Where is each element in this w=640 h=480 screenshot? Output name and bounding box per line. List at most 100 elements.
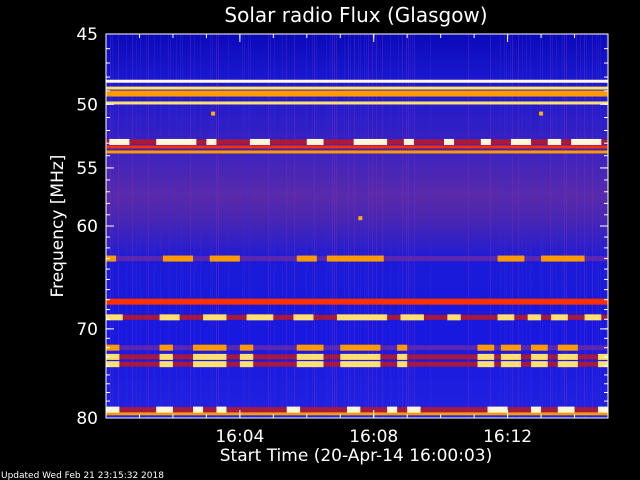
y-tick-label: 60 <box>76 217 98 237</box>
striation <box>326 34 327 418</box>
striation <box>414 34 415 418</box>
burst-marker <box>358 216 363 221</box>
band-segment <box>500 353 521 360</box>
striation <box>402 34 403 418</box>
band-segment <box>159 344 173 351</box>
band-segment <box>531 353 548 360</box>
striation <box>390 34 391 418</box>
band-segment <box>209 255 240 262</box>
band-segment <box>336 314 388 321</box>
striation <box>146 34 147 418</box>
striation <box>168 34 169 418</box>
band-segment <box>487 406 508 413</box>
band-segment <box>162 255 194 262</box>
band-segment <box>106 255 117 262</box>
striation <box>566 34 567 418</box>
band-segment <box>597 406 608 413</box>
band-segment <box>557 406 575 413</box>
band-segment <box>296 361 324 368</box>
striation <box>408 34 409 418</box>
striation <box>250 34 251 418</box>
striation <box>216 34 217 418</box>
band-segment <box>353 138 388 145</box>
x-tick-label: 16:08 <box>349 427 398 447</box>
band-segment <box>249 138 270 145</box>
band-segment <box>193 353 227 360</box>
striation <box>282 34 283 418</box>
band-segment <box>477 353 495 360</box>
striation <box>368 34 369 418</box>
striation <box>334 34 335 418</box>
band-segment <box>397 361 408 368</box>
striation <box>248 34 249 418</box>
band-segment <box>239 344 254 351</box>
striation <box>584 34 585 418</box>
band-segment <box>340 344 381 351</box>
striation <box>500 34 501 418</box>
band-segment <box>477 344 495 351</box>
band-segment <box>239 353 254 360</box>
striation <box>430 34 431 418</box>
band-segment <box>497 314 515 321</box>
striation <box>510 34 511 418</box>
striation <box>504 34 505 418</box>
band-segment <box>531 406 542 413</box>
y-tick-label: 50 <box>76 95 98 115</box>
band-segment <box>106 298 608 305</box>
band-segment <box>340 353 381 360</box>
continuous-band <box>106 101 608 105</box>
band-segment <box>156 406 173 413</box>
striation <box>212 34 213 418</box>
striation <box>586 34 587 418</box>
striation <box>194 34 195 418</box>
striation <box>154 34 155 418</box>
striation <box>576 34 577 418</box>
striation <box>182 34 183 418</box>
striation <box>344 34 345 418</box>
band-segment <box>510 138 532 145</box>
striation <box>412 34 413 418</box>
band-segment <box>497 255 525 262</box>
striation <box>140 34 141 418</box>
band-segment <box>193 361 227 368</box>
striation <box>490 34 491 418</box>
striation <box>200 34 201 418</box>
updated-timestamp: Updated Wed Feb 21 23:15:32 2018 <box>1 471 164 480</box>
striation <box>170 34 171 418</box>
striation <box>210 34 211 418</box>
striation <box>354 34 355 418</box>
striation <box>468 34 469 418</box>
continuous-band <box>106 145 608 149</box>
band-segment <box>447 314 461 321</box>
striation <box>512 34 513 418</box>
band-segment <box>500 344 521 351</box>
band-segment <box>340 361 381 368</box>
continuous-band <box>106 150 608 154</box>
striation <box>366 34 367 418</box>
striation <box>552 34 553 418</box>
band-segment <box>109 138 130 145</box>
striation <box>270 34 271 418</box>
band-segment <box>106 361 120 368</box>
burst-marker <box>211 111 216 116</box>
striation <box>126 34 127 418</box>
band-segment <box>159 314 180 321</box>
striation <box>360 34 361 418</box>
striation <box>314 34 315 418</box>
band-segment <box>239 361 254 368</box>
striation <box>316 34 317 418</box>
striation <box>526 34 527 418</box>
striation <box>406 34 407 418</box>
striation <box>330 34 331 418</box>
striation <box>580 34 581 418</box>
band-segment <box>193 344 227 351</box>
band-segment <box>397 353 408 360</box>
striation <box>550 34 551 418</box>
band-segment <box>541 255 585 262</box>
striation <box>592 34 593 418</box>
band-segment <box>557 353 578 360</box>
striation <box>542 34 543 418</box>
striation <box>364 34 365 418</box>
striation <box>598 34 599 418</box>
striation <box>132 34 133 418</box>
